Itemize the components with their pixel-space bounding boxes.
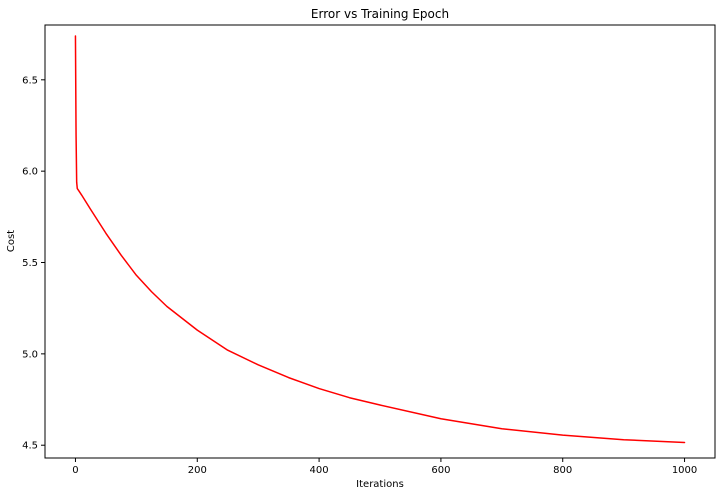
plot-frame: [44, 24, 716, 459]
y-tick-label: 5.0: [22, 349, 38, 360]
y-tick-label: 6.5: [22, 75, 38, 86]
y-tick-label: 6.0: [22, 167, 38, 178]
x-tick-label: 800: [553, 465, 572, 476]
x-tick-label: 200: [188, 465, 207, 476]
chart-title: Error vs Training Epoch: [311, 7, 449, 21]
x-tick-label: 400: [310, 465, 329, 476]
x-tick-label: 0: [72, 465, 78, 476]
y-tick-label: 5.5: [22, 258, 38, 269]
x-tick-label: 1000: [672, 465, 697, 476]
y-tick-label: 4.5: [22, 441, 38, 452]
series-line: [74, 35, 686, 444]
x-axis-label: Iterations: [356, 479, 404, 490]
y-axis-label: Cost: [6, 230, 17, 252]
plot-area: 0 200 400 600 800 1000 4.5 5.0 5.5 6.0 6.5: [22, 24, 716, 476]
x-tick-label: 600: [431, 465, 450, 476]
